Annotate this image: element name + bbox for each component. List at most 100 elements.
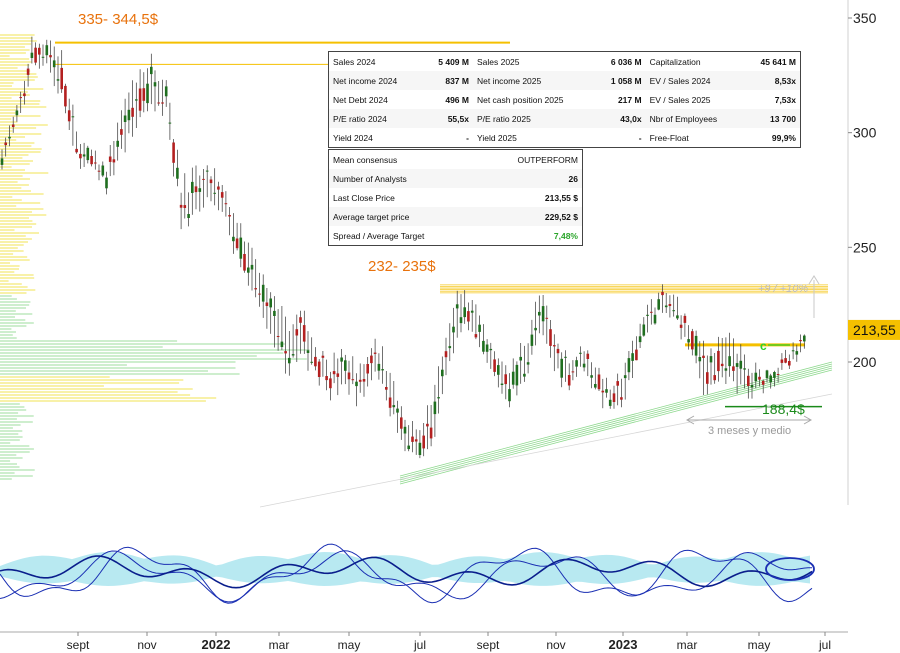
candle-body — [168, 122, 172, 124]
volume-profile-bar — [0, 196, 13, 198]
volume-profile-bar — [0, 256, 28, 258]
volume-profile-bar — [0, 442, 11, 444]
fundamentals-row: Net income 2024 837 M Net income 2025 1 058… — [328, 71, 801, 90]
candle-body — [601, 390, 605, 393]
volume-profile-bar — [0, 73, 37, 75]
volume-profile-bar — [0, 286, 28, 288]
volume-profile-bar — [0, 283, 22, 285]
candle-body — [325, 376, 328, 381]
candle-body — [631, 353, 634, 361]
candle-body — [366, 364, 369, 374]
volume-profile-bar — [0, 205, 17, 207]
candle-body — [302, 325, 306, 342]
volume-profile-bar — [0, 358, 307, 360]
candle-body — [627, 358, 631, 373]
candle-body — [414, 439, 418, 442]
volume-profile-bar — [0, 100, 41, 102]
y-tick-label: 350 — [853, 10, 877, 26]
volume-profile-bar — [0, 274, 34, 276]
candle-body — [478, 324, 481, 332]
volume-profile-bar — [0, 70, 31, 72]
candle-body — [605, 389, 608, 393]
candle-body — [138, 88, 142, 111]
candle-body — [713, 375, 716, 381]
candle-body — [534, 327, 537, 331]
x-tick-label: mar — [677, 638, 698, 652]
candle-body — [75, 148, 78, 153]
candle-body — [388, 397, 392, 408]
candle-body — [202, 178, 205, 180]
candle-body — [64, 85, 67, 107]
volume-profile-bar — [0, 376, 110, 378]
candle-body — [620, 397, 623, 400]
fundamentals-table: Sales 2024 5 409 M Sales 2025 6 036 M Capita… — [328, 51, 801, 148]
candle-body — [347, 372, 351, 380]
volume-profile-bar — [0, 325, 27, 327]
candle-body — [358, 379, 362, 382]
candle-body — [765, 370, 769, 379]
volume-profile-bar — [0, 112, 18, 114]
candle-body — [553, 345, 556, 347]
candle-body — [344, 360, 347, 371]
volume-profile-bar — [0, 319, 26, 321]
candle-body — [135, 99, 138, 101]
consensus-value: OUTPERFORM — [517, 154, 578, 165]
candle-body — [362, 379, 366, 382]
candle-body — [239, 237, 243, 259]
candle-body — [373, 352, 377, 354]
volume-profile-bar — [0, 454, 17, 456]
volume-profile-bar — [0, 193, 44, 195]
candle-body — [150, 66, 153, 75]
candle-body — [788, 361, 791, 366]
candle-body — [500, 383, 504, 385]
candle-body — [519, 356, 522, 361]
candle-body — [504, 374, 507, 385]
candle-body — [448, 346, 452, 349]
volume-profile-bar — [0, 85, 12, 87]
candle-body — [310, 361, 313, 363]
candle-body — [291, 354, 295, 356]
candle-body — [597, 374, 601, 390]
candle-body — [463, 307, 466, 318]
volume-profile-bar — [0, 208, 44, 210]
volume-profile-bar — [0, 415, 34, 417]
fundamentals-value: 13 700 — [743, 109, 801, 128]
candle-body — [86, 147, 90, 161]
candle-body — [205, 170, 209, 172]
volume-profile-bar — [0, 262, 10, 264]
candle-body — [482, 340, 485, 352]
candle-body — [586, 353, 590, 359]
volume-profile-bar — [0, 109, 18, 111]
candle-body — [209, 179, 213, 184]
candle-body — [616, 381, 619, 386]
candle-body — [623, 375, 627, 379]
volume-profile-bar — [0, 178, 30, 180]
candle-body — [694, 335, 698, 356]
candle-body — [146, 83, 149, 104]
consensus-key: Mean consensus — [333, 154, 398, 165]
upside-arrowhead — [808, 275, 820, 285]
candle-body — [758, 376, 761, 380]
volume-profile-bar — [0, 160, 33, 162]
candle-body — [706, 372, 709, 384]
candle-body — [392, 405, 396, 408]
candle-body — [280, 341, 284, 347]
volume-profile-bar — [0, 199, 22, 201]
fundamentals-key: Sales 2025 — [476, 56, 520, 67]
candle-body — [183, 205, 187, 208]
c-marker: c — [760, 339, 767, 353]
volume-profile-bar — [0, 445, 30, 447]
candle-body — [608, 399, 612, 406]
candle-body — [79, 153, 82, 159]
volume-profile-bar — [0, 397, 217, 399]
candle-body — [127, 109, 131, 121]
candle-body — [321, 355, 325, 358]
candle-body — [26, 68, 30, 75]
candle-body — [515, 364, 519, 386]
x-tick-label: nov — [137, 638, 156, 652]
candle-body — [452, 326, 455, 333]
oscillator-signal-line — [0, 555, 813, 589]
candle-body — [23, 93, 26, 97]
candle-body — [444, 351, 448, 358]
volume-profile-bar — [0, 364, 127, 366]
